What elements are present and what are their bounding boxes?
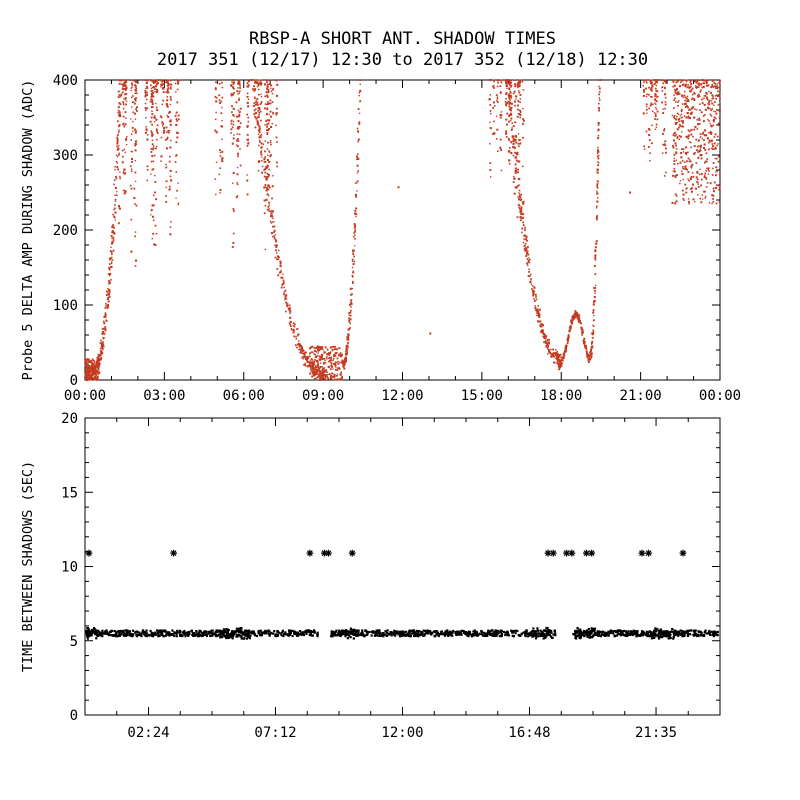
x-tick-label: 09:00 (302, 388, 344, 404)
x-tick-label: 00:00 (699, 388, 741, 404)
x-tick-label: 15:00 (461, 388, 503, 404)
y-tick-label: 20 (61, 411, 78, 427)
x-tick-label: 00:00 (64, 388, 106, 404)
x-tick-label: 21:00 (620, 388, 662, 404)
y-tick-label: 400 (53, 73, 78, 89)
x-tick-label: 06:00 (223, 388, 265, 404)
shadow-interval-outlier-points (85, 549, 687, 557)
delta-amp-points (84, 78, 721, 382)
x-tick-label: 02:24 (127, 725, 169, 741)
y-tick-label: 300 (53, 148, 78, 164)
y-tick-label: 0 (70, 708, 78, 724)
time-between-panel-ylabel: TIME BETWEEN SHADOWS (SEC) (20, 461, 36, 672)
y-tick-label: 15 (61, 485, 78, 501)
x-tick-label: 03:00 (143, 388, 185, 404)
x-tick-label: 16:48 (508, 725, 550, 741)
x-tick-label: 21:35 (635, 725, 677, 741)
y-tick-label: 200 (53, 223, 78, 239)
x-tick-label: 12:00 (381, 388, 423, 404)
page-title: RBSP-A SHORT ANT. SHADOW TIMES (248, 29, 557, 49)
y-tick-label: 10 (61, 560, 78, 576)
delta-amp-panel-ylabel: Probe 5 DELTA AMP DURING SHADOW (ADC) (20, 80, 36, 381)
y-tick-label: 5 (70, 634, 78, 650)
x-tick-label: 07:12 (254, 725, 296, 741)
x-tick-label: 12:00 (381, 725, 423, 741)
y-tick-label: 0 (70, 373, 78, 389)
delta-amp-panel-axes: 00:00 03:00 06:00 09:00 12:00 15:00 18:00 21:00… (20, 73, 741, 404)
page-subtitle: 2017 351 (12/17) 12:30 to 2017 352 (12/1… (156, 50, 649, 70)
y-tick-label: 100 (53, 298, 78, 314)
shadow-interval-band-points (85, 626, 719, 640)
time-between-panel-axes: 02:24 07:12 12:00 16:48 21:35 0 5 10 15 20 TIME BE… (20, 411, 721, 741)
x-tick-label: 18:00 (540, 388, 582, 404)
